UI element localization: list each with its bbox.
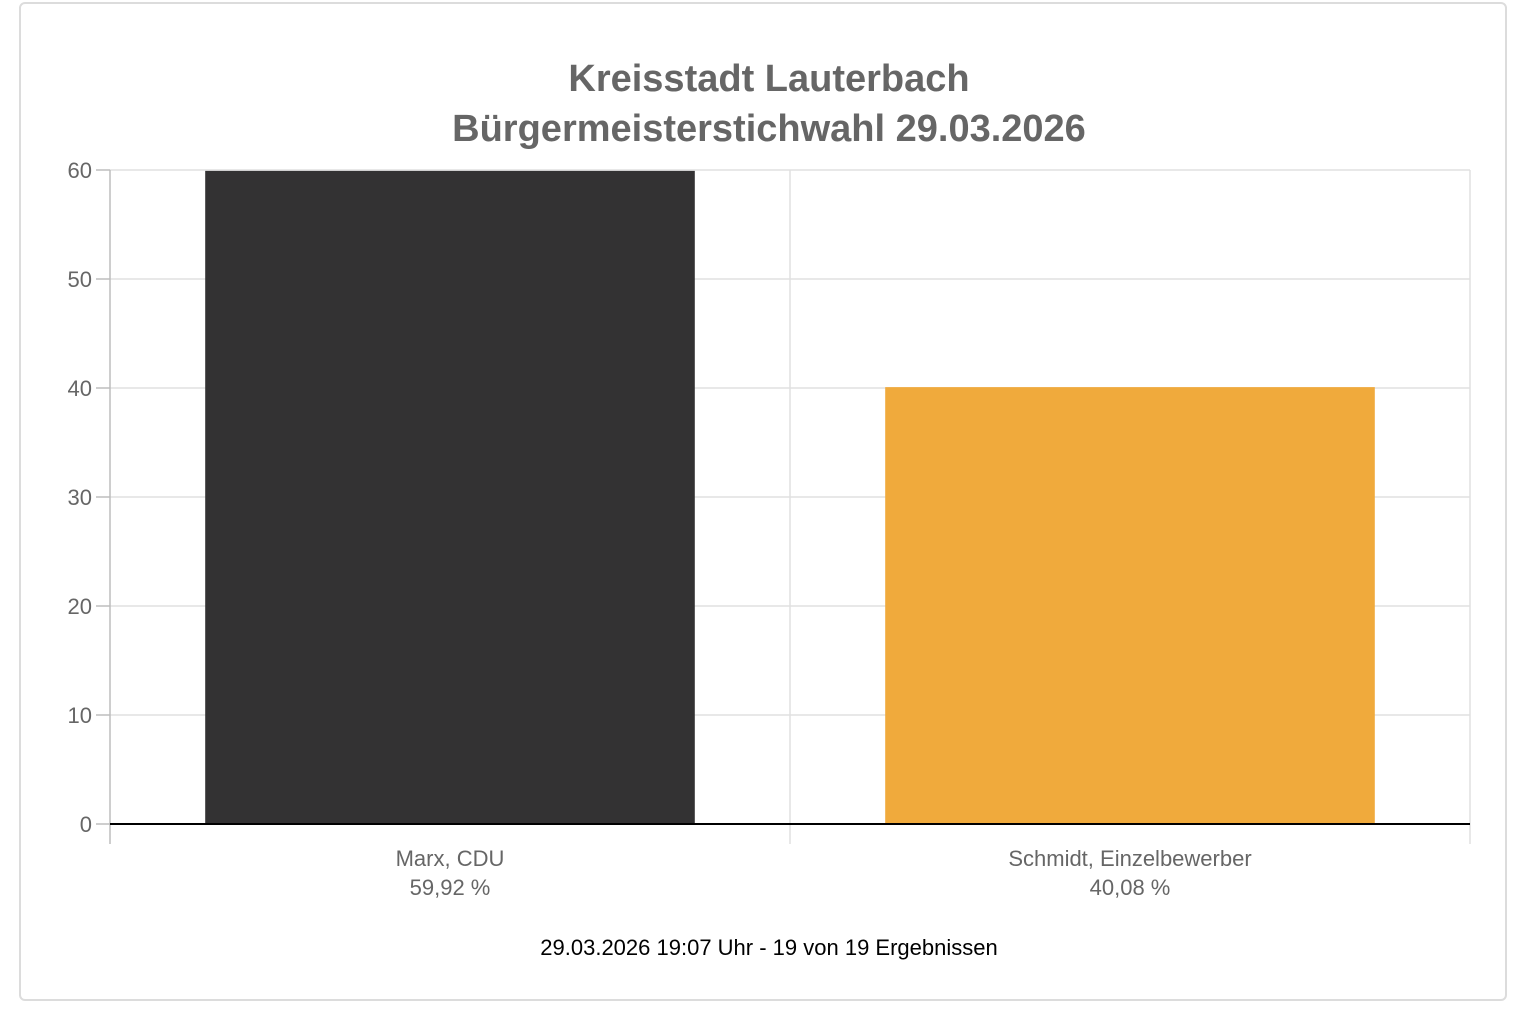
y-tick-label: 10 bbox=[68, 703, 92, 728]
x-axis-labels: Marx, CDU 59,92 % Schmidt, Einzelbewerber 4… bbox=[396, 846, 1252, 900]
y-tick-label: 0 bbox=[80, 812, 92, 837]
y-tick-label: 60 bbox=[68, 158, 92, 183]
y-tick-label: 50 bbox=[68, 267, 92, 292]
y-tick-label: 30 bbox=[68, 485, 92, 510]
bar bbox=[885, 387, 1375, 824]
chart-title: Kreisstadt Lauterbach bbox=[568, 58, 970, 100]
y-tick-label: 20 bbox=[68, 594, 92, 619]
x-tick-label: Marx, CDU bbox=[396, 846, 505, 871]
x-tick-label: Schmidt, Einzelbewerber bbox=[1008, 846, 1251, 871]
data-label: 40,08 % bbox=[1090, 875, 1171, 900]
bars bbox=[205, 170, 1375, 824]
status-footer: 29.03.2026 19:07 Uhr - 19 von 19 Ergebni… bbox=[540, 935, 998, 960]
y-tick-label: 40 bbox=[68, 376, 92, 401]
chart-subtitle: Bürgermeisterstichwahl 29.03.2026 bbox=[452, 108, 1086, 150]
bar bbox=[205, 170, 695, 824]
y-axis-ticks: 0 10 20 30 40 50 60 bbox=[68, 158, 110, 837]
data-label: 59,92 % bbox=[410, 875, 491, 900]
